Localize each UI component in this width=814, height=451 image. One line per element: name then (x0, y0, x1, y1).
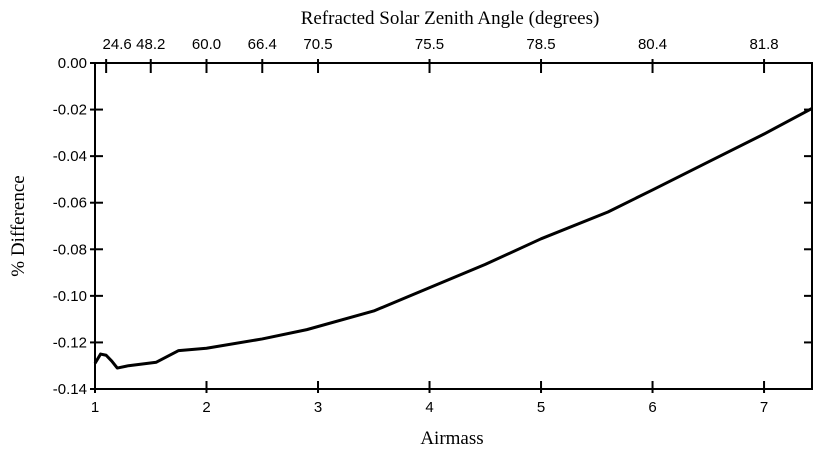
x-tick-label: 6 (648, 399, 656, 416)
x-tick-label: 7 (760, 399, 768, 416)
x2-tick-label: 81.8 (749, 36, 778, 53)
x2-tick-label: 80.4 (638, 36, 667, 53)
x2-tick-label: 75.5 (415, 36, 444, 53)
x-tick-label: 4 (425, 399, 433, 416)
y-tick-label: -0.02 (53, 102, 87, 119)
x-tick-label: 1 (91, 399, 99, 416)
y-tick-label: -0.08 (53, 241, 87, 258)
x2-tick-label: 60.0 (192, 36, 221, 53)
y-axis-title: % Difference (8, 175, 29, 276)
y-tick-label: -0.04 (53, 148, 87, 165)
y-tick-label: -0.12 (53, 334, 87, 351)
x2-axis-title: Refracted Solar Zenith Angle (degrees) (301, 8, 600, 29)
x2-tick-label: 48.2 (136, 36, 165, 53)
y-tick-label: 0.00 (58, 55, 87, 72)
x2-tick-label: 24.6 (103, 36, 132, 53)
x-tick-label: 5 (537, 399, 545, 416)
plot-frame (94, 62, 813, 390)
x2-tick-label: 70.5 (303, 36, 332, 53)
x-axis-title: Airmass (420, 428, 483, 449)
x-tick-label: 3 (314, 399, 322, 416)
y-tick-label: -0.14 (53, 381, 87, 398)
x-tick-label: 2 (202, 399, 210, 416)
y-tick-label: -0.06 (53, 195, 87, 212)
x2-tick-label: 78.5 (526, 36, 555, 53)
y-tick-label: -0.10 (53, 288, 87, 305)
x2-tick-label: 66.4 (248, 36, 277, 53)
data-line (93, 107, 813, 370)
